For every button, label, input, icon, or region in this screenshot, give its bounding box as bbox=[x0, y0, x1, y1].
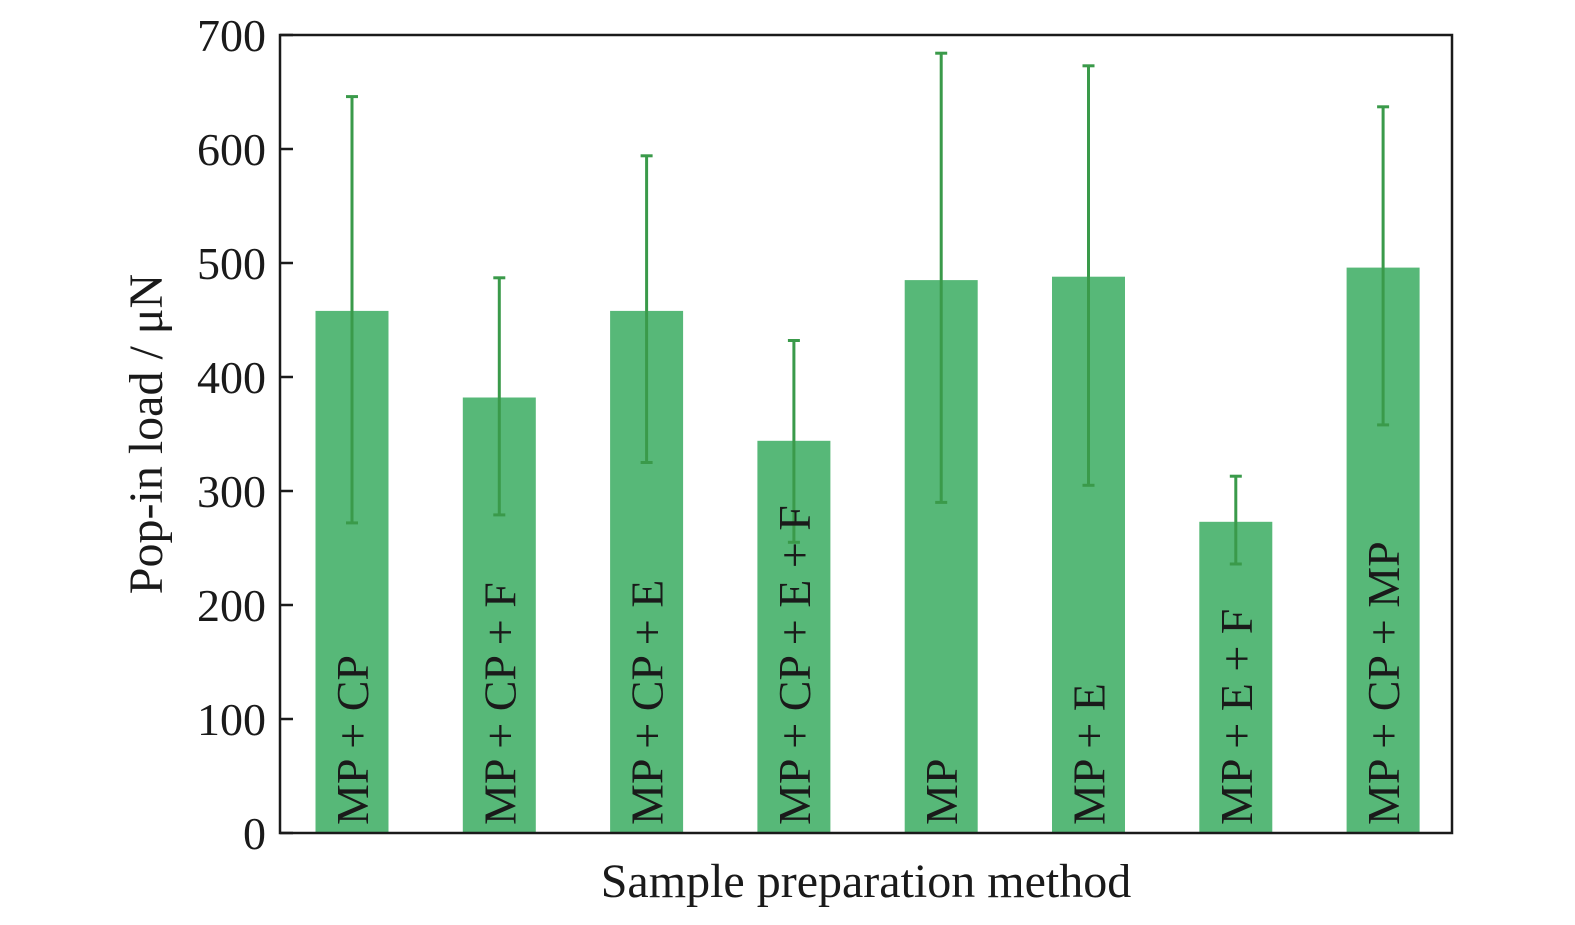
error-bar bbox=[640, 154, 653, 464]
error-bars-layer bbox=[346, 51, 1390, 566]
error-bar bbox=[1229, 474, 1242, 566]
bar-labels-layer: MP + CP MP + CP + F MP + CP + E MP + CP + E… bbox=[327, 505, 1409, 825]
y-tick-label: 500 bbox=[197, 238, 266, 289]
bar-category-label: MP + E + F bbox=[1211, 609, 1262, 825]
error-bar bbox=[346, 95, 358, 525]
bar bbox=[1199, 521, 1273, 833]
bar-category-label: MP + CP + E + F bbox=[769, 505, 820, 825]
error-bar bbox=[1377, 105, 1390, 427]
y-tick-label: 0 bbox=[243, 808, 266, 859]
y-tick-label: 100 bbox=[197, 694, 266, 745]
y-tick-label: 700 bbox=[197, 10, 266, 61]
error-bar bbox=[787, 339, 800, 544]
y-axis: 0 100 200 300 400 500 600 700 bbox=[197, 10, 293, 859]
plot-frame bbox=[278, 33, 1454, 835]
x-axis-title: Sample preparation method bbox=[601, 855, 1132, 908]
bar-category-label: MP + CP + MP bbox=[1358, 541, 1409, 825]
error-bar bbox=[935, 51, 948, 504]
y-axis-title: Pop-in load / μN bbox=[120, 274, 173, 594]
error-bar bbox=[1082, 64, 1095, 487]
bar-category-label: MP + E bbox=[1064, 683, 1115, 825]
y-tick-label: 400 bbox=[197, 352, 266, 403]
y-tick-label: 200 bbox=[197, 580, 266, 631]
bar-category-label: MP bbox=[916, 759, 967, 825]
bar-category-label: MP + CP bbox=[327, 655, 378, 825]
y-tick-label: 600 bbox=[197, 124, 266, 175]
error-bar bbox=[493, 276, 506, 517]
bar-category-label: MP + CP + E bbox=[622, 580, 673, 825]
y-tick-label: 300 bbox=[197, 466, 266, 517]
bar-category-label: MP + CP + F bbox=[474, 582, 525, 825]
